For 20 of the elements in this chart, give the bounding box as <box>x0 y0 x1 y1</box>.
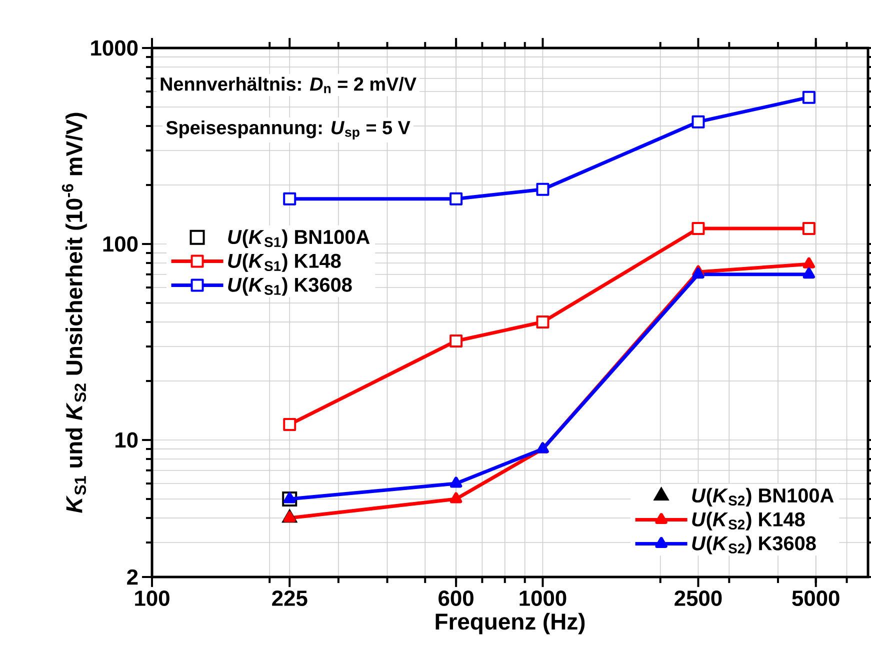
x-axis-title: Frequenz (Hz) <box>436 612 585 634</box>
x-tick-label: 5000 <box>792 590 840 606</box>
legend-label: U(K$_{S1}$) K148 <box>228 253 341 272</box>
legend-label: U(K$_{S2}$) K3608 <box>692 536 816 554</box>
x-tick-label: 1000 <box>520 590 566 606</box>
legend-label: U(K$_{S1}$) K3608 <box>228 277 352 296</box>
annotation: Nennverhältnis: D$_{n}$ = 2 mV/V <box>160 76 416 94</box>
y-tick-label: 1000 <box>91 40 138 56</box>
legend-label: U(K$_{S1}$) BN100A <box>228 229 370 248</box>
x-tick-label: 2500 <box>674 590 722 606</box>
y-tick-label: 100 <box>103 236 138 252</box>
y-tick-label: 2 <box>127 569 138 585</box>
x-tick-label: 600 <box>438 590 474 606</box>
x-tick-label: 225 <box>272 590 308 606</box>
x-tick-label: 100 <box>135 590 170 606</box>
y-axis-title: K$_{S1}$ und K$_{S2}$ Unsicherheit (10$^{-6}$ mV/V) <box>62 112 87 513</box>
y-tick-label: 10 <box>116 432 138 448</box>
annotation: Speisespannung: U$_{sp}$ = 5 V <box>166 120 410 140</box>
legend-label: U(K$_{S2}$) BN100A <box>692 488 834 506</box>
legend-label: U(K$_{S2}$) K148 <box>692 512 805 530</box>
